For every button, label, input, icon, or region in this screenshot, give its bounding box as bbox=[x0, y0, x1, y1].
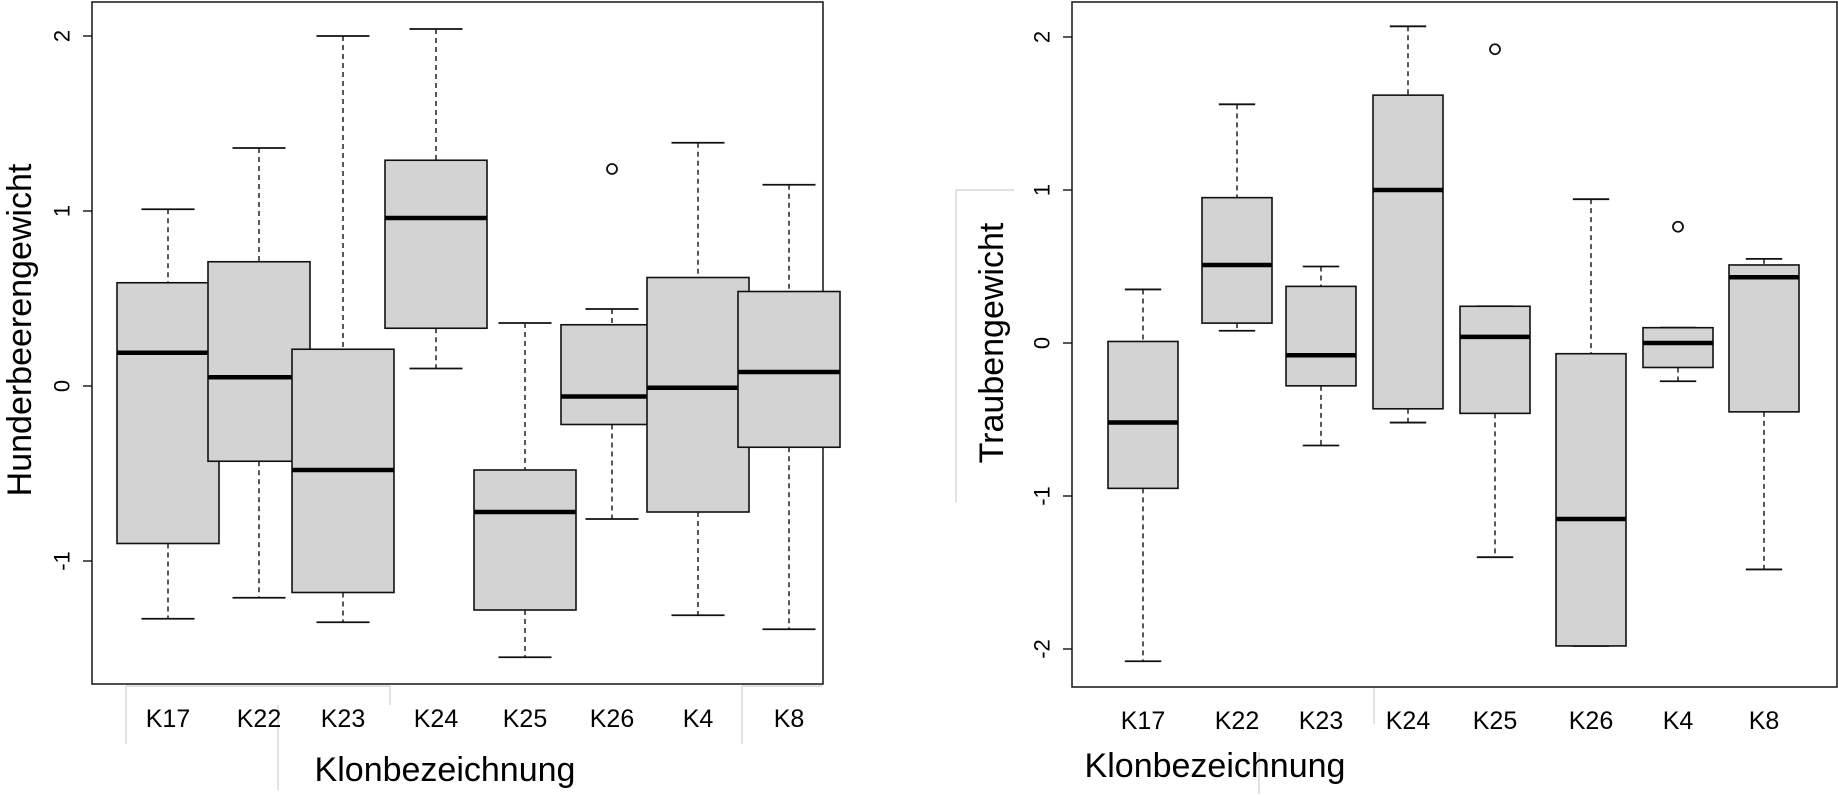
y-tick-label: -1 bbox=[50, 551, 75, 571]
iqr-box bbox=[1642, 326, 1714, 369]
chart-panel-1: -1 0 1 2 Hunderbeerengewicht K17 K22 K23 K24 K25 K… bbox=[1, 1, 841, 790]
iqr-box bbox=[1728, 264, 1800, 413]
iqr-box bbox=[646, 276, 750, 513]
box-K26 bbox=[560, 163, 664, 520]
y-tick-label: -2 bbox=[1030, 639, 1055, 659]
outlier-point bbox=[606, 163, 618, 175]
iqr-box bbox=[384, 159, 488, 330]
x-category-label: K23 bbox=[1299, 707, 1343, 735]
iqr-box bbox=[1555, 352, 1627, 647]
y-tick-label: 1 bbox=[1030, 184, 1055, 196]
box-K8 bbox=[737, 183, 841, 631]
box-K23 bbox=[1285, 265, 1357, 447]
x-category-label: K24 bbox=[414, 705, 459, 733]
y-axis-title: Hunderbeerengewicht bbox=[1, 163, 39, 496]
x-category-label: K8 bbox=[1749, 707, 1780, 735]
x-category-label: K22 bbox=[237, 705, 281, 733]
x-category-label: K24 bbox=[1386, 707, 1431, 735]
y-tick-label: 1 bbox=[50, 205, 75, 217]
x-axis-title: Klonbezeichnung bbox=[1085, 747, 1346, 785]
outlier-point bbox=[1489, 43, 1501, 56]
y-tick-label: -1 bbox=[1030, 486, 1055, 506]
box-K25 bbox=[473, 322, 577, 659]
box-K23 bbox=[291, 35, 395, 624]
x-category-label: K26 bbox=[590, 705, 634, 733]
x-category-label: K22 bbox=[1215, 707, 1259, 735]
box-K24 bbox=[1372, 25, 1444, 424]
y-tick-label: 0 bbox=[50, 380, 75, 392]
x-category-label: K17 bbox=[146, 705, 190, 733]
iqr-box bbox=[1201, 196, 1273, 324]
x-category-label: K17 bbox=[1121, 707, 1165, 735]
y-tick-label: 2 bbox=[50, 30, 75, 42]
iqr-box bbox=[1107, 340, 1179, 490]
box-K4 bbox=[1642, 220, 1714, 383]
y-axis-title: Traubengewicht bbox=[973, 222, 1011, 463]
box-K8 bbox=[1728, 257, 1800, 571]
box-K4 bbox=[646, 141, 750, 617]
iqr-box bbox=[1459, 305, 1531, 415]
x-category-label: K23 bbox=[321, 705, 365, 733]
x-category-label: K8 bbox=[774, 705, 805, 733]
plot-frame bbox=[1071, 1, 1838, 688]
x-category-label: K25 bbox=[503, 705, 547, 733]
box-K24 bbox=[384, 28, 488, 370]
box-K22 bbox=[1201, 103, 1273, 332]
box-K17 bbox=[116, 208, 220, 620]
iqr-box bbox=[116, 281, 220, 545]
box-K26 bbox=[1555, 198, 1627, 647]
iqr-box bbox=[1372, 94, 1444, 410]
x-category-label: K26 bbox=[1569, 707, 1613, 735]
y-tick-label: 2 bbox=[1030, 31, 1055, 43]
iqr-box bbox=[737, 290, 841, 449]
x-category-label: K25 bbox=[1473, 707, 1517, 735]
outlier-point bbox=[1672, 220, 1684, 233]
x-axis-title: Klonbezeichnung bbox=[315, 751, 576, 789]
iqr-box bbox=[1285, 285, 1357, 387]
x-category-label: K4 bbox=[683, 705, 714, 733]
box-K17 bbox=[1107, 288, 1179, 663]
iqr-box bbox=[473, 469, 577, 611]
chart-panel-2: -2 -1 0 1 2 Traubengewicht K17 K22 K23 K24 K25 K26 K… bbox=[955, 1, 1838, 794]
x-category-label: K4 bbox=[1663, 707, 1694, 735]
iqr-box bbox=[560, 323, 664, 426]
box-K25 bbox=[1459, 43, 1531, 559]
y-tick-label: 0 bbox=[1030, 337, 1055, 349]
